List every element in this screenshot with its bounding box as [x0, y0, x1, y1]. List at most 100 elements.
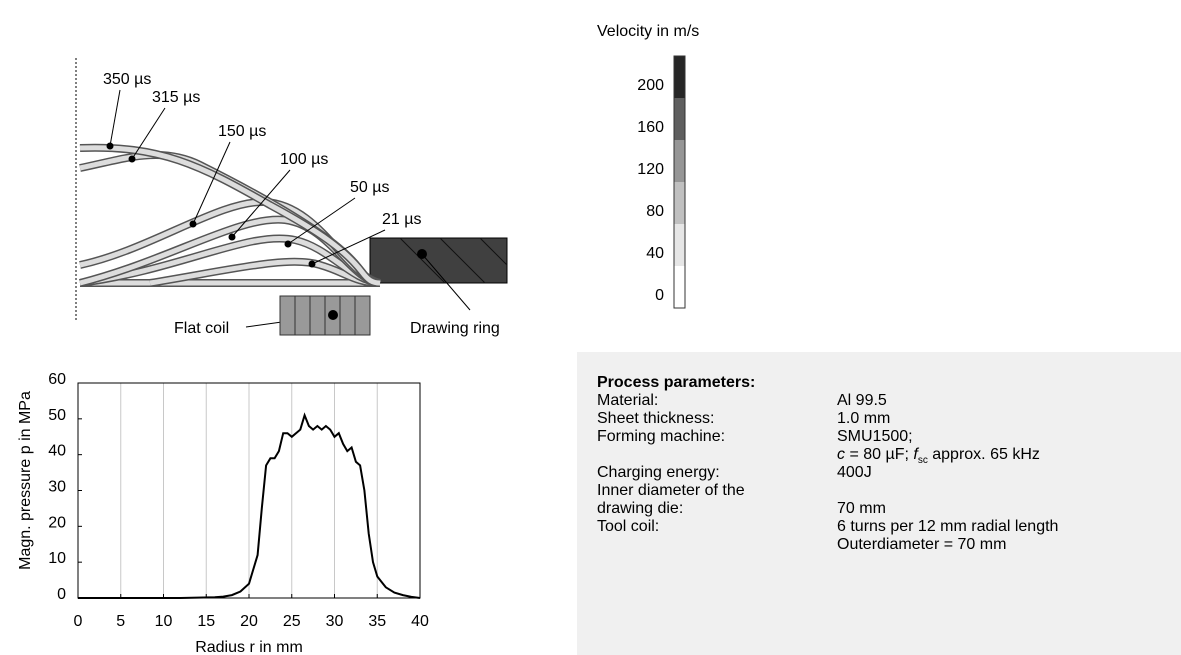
coil-label: Flat coil [174, 320, 229, 337]
color-band [674, 56, 685, 98]
colorbar-tick-label: 80 [646, 203, 664, 220]
marker [128, 155, 136, 163]
x-tick-label: 35 [368, 613, 386, 630]
parameter-row: Inner diameter of the [597, 482, 745, 500]
parameter-row: Tool coil: 6 turns per 12 mm radial lengt… [597, 518, 1058, 536]
parameter-label: Material: [597, 392, 659, 409]
parameter-value: 70 mm [837, 500, 886, 517]
parameter-label: Inner diameter of the [597, 482, 745, 499]
forming-diagram: 350 µs 315 µs 150 µs 100 µs 50 µs 21 µs … [75, 58, 508, 337]
parameter-value-part: = 80 µF; [845, 446, 914, 463]
color-band [674, 266, 685, 308]
coil-turn [339, 295, 356, 336]
parameter-value: 1.0 mm [837, 410, 891, 427]
parameter-value: Al 99.5 [837, 392, 887, 409]
y-tick-label: 20 [48, 514, 66, 531]
colorbar-tick-label: 0 [655, 287, 664, 304]
parameter-row: Charging energy: 400J [597, 464, 872, 482]
y-tick-label: 40 [48, 443, 66, 460]
marker [284, 240, 292, 248]
color-band [674, 224, 685, 266]
leader [192, 141, 231, 225]
x-tick-label: 5 [116, 613, 125, 630]
time-label: 315 µs [152, 89, 200, 106]
y-tick-label: 30 [48, 479, 66, 496]
time-label: 150 µs [218, 123, 266, 140]
time-label: 21 µs [382, 211, 421, 228]
parameter-value: c = 80 µF; fsc approx. 65 kHz [837, 446, 1040, 470]
parameter-value-part: f [913, 446, 918, 463]
time-label: 350 µs [103, 71, 151, 88]
y-tick-label: 0 [57, 586, 66, 603]
parameter-label: Forming machine: [597, 428, 726, 445]
ring-label: Drawing ring [410, 320, 500, 337]
y-axis-label: Magn. pressure p in MPa [17, 391, 34, 570]
color-band [674, 182, 685, 224]
x-tick-label: 25 [283, 613, 301, 630]
marker [228, 233, 236, 241]
flat-coil [279, 295, 371, 336]
color-band [674, 140, 685, 182]
x-tick-label: 30 [326, 613, 344, 630]
marker [106, 142, 114, 150]
x-tick-label: 40 [411, 613, 429, 630]
colorbar-tick-label: 40 [646, 245, 664, 262]
parameter-value-part: sc [917, 455, 928, 467]
colorbar-frame [673, 55, 686, 309]
y-tick-label: 50 [48, 407, 66, 424]
parameter-row: Material: Al 99.5 [597, 392, 887, 410]
coil-turn [309, 295, 326, 336]
plot-frame [77, 382, 421, 599]
sheet-50-fill [79, 235, 381, 286]
sheet-shapes [79, 143, 382, 287]
markers [106, 142, 427, 268]
color-band [674, 98, 685, 140]
colorbar-tick-label: 160 [637, 119, 664, 136]
leader [231, 169, 291, 238]
parameter-row: Sheet thickness: 1.0 mm [597, 410, 890, 428]
colorbar-title: Velocity in m/s [597, 23, 699, 40]
coil-turn [294, 295, 311, 336]
time-label: 100 µs [280, 151, 328, 168]
y-tick-label: 10 [48, 550, 66, 567]
parameter-value: Outerdiameter = 70 mm [837, 536, 1007, 553]
parameters-box: Process parameters: Material: Al 99.5 Sheet… [577, 352, 1181, 655]
coil-turn [279, 295, 296, 336]
x-tick-label: 20 [240, 613, 258, 630]
leader [311, 229, 386, 265]
drawing-ring [369, 237, 508, 284]
parameter-value-part: approx. 65 kHz [927, 446, 1040, 463]
sheet-350-fill [79, 145, 381, 286]
parameter-value: SMU1500; [837, 428, 913, 445]
x-tick-label: 10 [155, 613, 173, 630]
colorbar-tick-label: 120 [637, 161, 664, 178]
x-tick-label: 0 [74, 613, 83, 630]
parameter-label: Charging energy: [597, 464, 720, 481]
coil-turn [354, 295, 371, 336]
parameter-row: drawing die: 70 mm [597, 500, 886, 518]
marker [189, 220, 197, 228]
parameter-value: 400J [837, 464, 872, 481]
parameter-label: Tool coil: [597, 518, 660, 535]
leader [109, 89, 121, 147]
parameter-row: Forming machine: SMU1500; [597, 428, 913, 446]
data-line [78, 412, 421, 599]
marker [308, 260, 316, 268]
parameter-label: Sheet thickness: [597, 410, 715, 427]
time-label: 50 µs [350, 179, 389, 196]
parameter-value: 6 turns per 12 mm radial length [837, 518, 1059, 535]
marker [328, 310, 338, 320]
parameter-value-part: c [837, 446, 845, 463]
leader [287, 197, 356, 245]
ring-hatch [399, 237, 508, 284]
parameters-title: Process parameters: [597, 374, 756, 391]
y-tick-label: 60 [48, 371, 66, 388]
colorbar-tick-label: 200 [637, 77, 664, 94]
leader [131, 107, 166, 160]
leader [421, 253, 471, 311]
parameter-label: drawing die: [597, 500, 684, 517]
marker [417, 249, 427, 259]
x-tick-label: 15 [197, 613, 215, 630]
